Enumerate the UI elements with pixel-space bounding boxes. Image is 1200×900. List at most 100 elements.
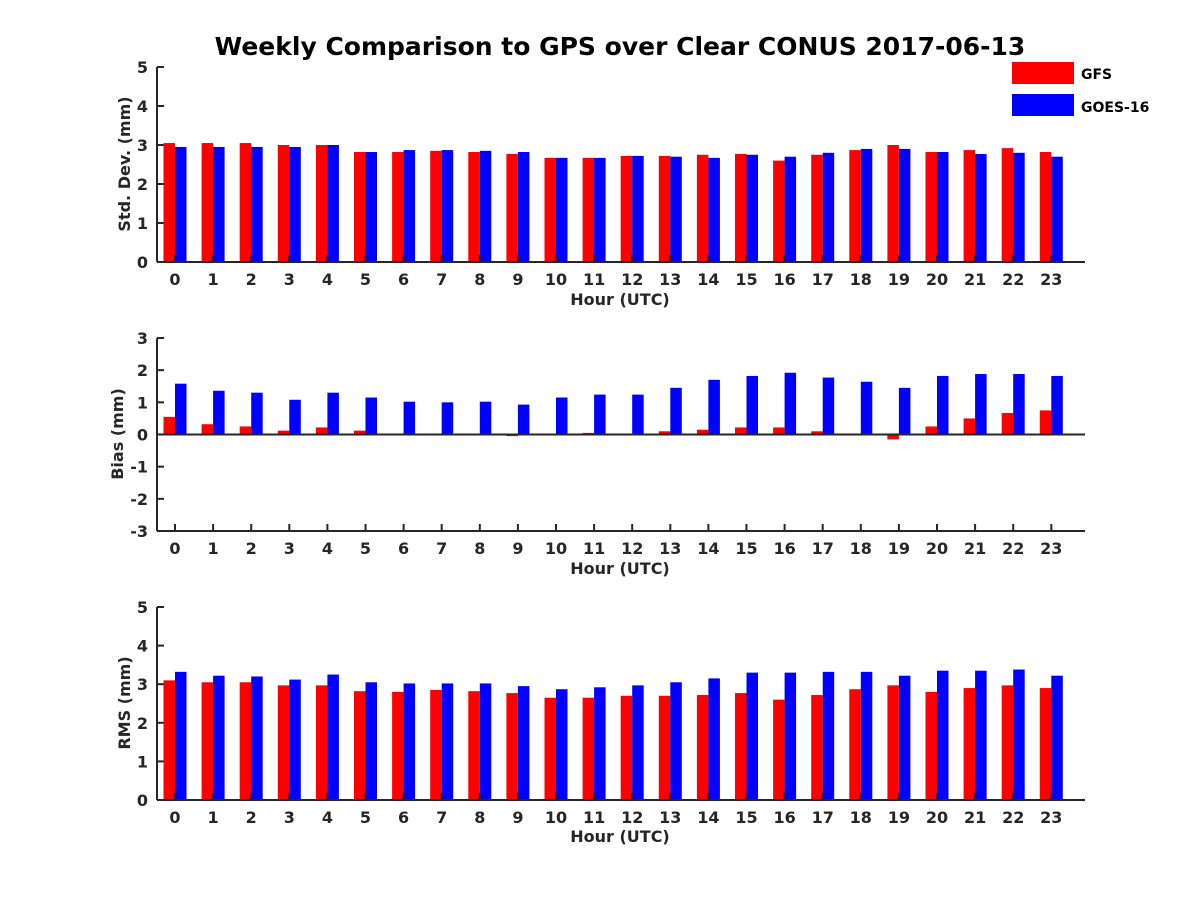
bar-goes16-rms-hour-18 xyxy=(860,671,873,800)
x-tick-label-rms: 22 xyxy=(1002,808,1024,827)
bar-gfs-bias-hour-2 xyxy=(239,426,252,435)
bar-gfs-rms-hour-16 xyxy=(773,699,785,800)
bar-goes16-bias-hour-22 xyxy=(1013,374,1025,435)
x-tick-label-bias: 0 xyxy=(169,539,180,558)
bar-goes16-bias-hour-4 xyxy=(327,392,339,435)
bar-goes16-std-dev-hour-20 xyxy=(937,152,949,262)
x-tick-label-rms: 10 xyxy=(545,808,567,827)
x-tick-label-bias: 12 xyxy=(621,539,643,558)
x-tick-label-std-dev: 9 xyxy=(512,270,523,289)
bar-goes16-bias-hour-16 xyxy=(784,372,797,435)
y-tick-label-std-dev: 4 xyxy=(137,97,148,116)
x-tick-label-rms: 6 xyxy=(398,808,409,827)
x-tick-label-bias: 10 xyxy=(545,539,567,558)
bar-goes16-bias-hour-21 xyxy=(975,374,987,435)
bar-goes16-rms-hour-10 xyxy=(556,689,568,800)
bar-goes16-bias-hour-1 xyxy=(213,390,225,435)
x-tick-label-std-dev: 23 xyxy=(1040,270,1062,289)
bar-goes16-std-dev-hour-22 xyxy=(1013,152,1025,262)
bar-goes16-rms-hour-2 xyxy=(251,676,263,800)
bar-goes16-std-dev-hour-16 xyxy=(784,156,797,262)
y-tick-label-rms: 1 xyxy=(137,752,148,771)
x-tick-label-rms: 8 xyxy=(474,808,485,827)
y-axis-label-rms: RMS (mm) xyxy=(115,656,134,749)
bar-goes16-rms-hour-0 xyxy=(175,671,187,800)
bar-goes16-bias-hour-15 xyxy=(746,375,758,435)
bar-goes16-bias-hour-10 xyxy=(556,397,568,435)
x-tick-label-std-dev: 1 xyxy=(208,270,219,289)
bar-gfs-bias-hour-4 xyxy=(315,427,328,435)
x-tick-label-std-dev: 13 xyxy=(659,270,681,289)
x-tick-label-rms: 13 xyxy=(659,808,681,827)
bar-goes16-rms-hour-23 xyxy=(1051,675,1063,800)
x-tick-label-std-dev: 15 xyxy=(735,270,757,289)
bar-gfs-std-dev-hour-3 xyxy=(277,145,290,262)
bar-goes16-rms-hour-3 xyxy=(289,679,301,800)
x-tick-label-rms: 18 xyxy=(850,808,872,827)
bar-gfs-rms-hour-0 xyxy=(163,680,175,800)
bar-goes16-bias-hour-18 xyxy=(860,381,873,435)
bar-gfs-bias-hour-20 xyxy=(925,426,937,435)
x-tick-label-bias: 21 xyxy=(964,539,986,558)
y-axis-label-std-dev: Std. Dev. (mm) xyxy=(115,96,134,231)
bar-gfs-rms-hour-19 xyxy=(887,685,899,800)
bar-gfs-std-dev-hour-2 xyxy=(239,143,252,262)
bar-gfs-rms-hour-13 xyxy=(658,695,671,800)
bar-goes16-bias-hour-9 xyxy=(517,404,530,435)
bar-gfs-std-dev-hour-16 xyxy=(773,160,785,262)
y-tick-label-std-dev: 5 xyxy=(137,58,148,77)
bar-gfs-bias-hour-23 xyxy=(1039,410,1052,435)
x-tick-label-rms: 20 xyxy=(926,808,948,827)
bar-gfs-rms-hour-15 xyxy=(735,693,747,800)
bar-goes16-std-dev-hour-23 xyxy=(1051,156,1063,262)
x-tick-label-rms: 9 xyxy=(512,808,523,827)
x-tick-label-bias: 20 xyxy=(926,539,948,558)
x-tick-label-rms: 5 xyxy=(360,808,371,827)
bar-gfs-bias-hour-3 xyxy=(277,430,290,435)
bar-goes16-std-dev-hour-12 xyxy=(632,155,644,262)
bar-gfs-rms-hour-14 xyxy=(696,695,709,800)
bar-goes16-rms-hour-20 xyxy=(937,670,949,800)
x-tick-label-rms: 19 xyxy=(888,808,910,827)
bar-goes16-bias-hour-17 xyxy=(822,377,835,435)
bar-goes16-rms-hour-11 xyxy=(594,687,606,800)
bar-gfs-bias-hour-14 xyxy=(696,429,709,435)
bar-goes16-bias-hour-0 xyxy=(175,383,187,435)
x-tick-label-std-dev: 18 xyxy=(850,270,872,289)
bar-goes16-bias-hour-3 xyxy=(289,399,301,435)
x-tick-label-std-dev: 3 xyxy=(284,270,295,289)
y-axis-label-bias: Bias (mm) xyxy=(108,388,127,480)
bar-goes16-std-dev-hour-1 xyxy=(213,146,225,262)
x-tick-label-bias: 15 xyxy=(735,539,757,558)
bar-goes16-std-dev-hour-7 xyxy=(441,150,454,262)
x-tick-label-std-dev: 21 xyxy=(964,270,986,289)
bar-gfs-rms-hour-8 xyxy=(468,691,480,800)
bar-goes16-rms-hour-13 xyxy=(670,682,682,800)
bar-goes16-bias-hour-14 xyxy=(708,379,720,435)
x-tick-label-std-dev: 16 xyxy=(773,270,795,289)
bar-gfs-bias-hour-22 xyxy=(1001,412,1014,435)
bar-gfs-std-dev-hour-23 xyxy=(1039,152,1052,262)
x-tick-label-bias: 5 xyxy=(360,539,371,558)
bar-goes16-std-dev-hour-0 xyxy=(175,146,187,262)
legend-swatch-goes16 xyxy=(1012,94,1074,116)
bar-goes16-std-dev-hour-2 xyxy=(251,146,263,262)
bar-goes16-std-dev-hour-4 xyxy=(327,145,339,262)
y-tick-label-rms: 4 xyxy=(137,637,148,656)
bar-goes16-bias-hour-19 xyxy=(898,387,911,435)
bar-goes16-std-dev-hour-8 xyxy=(479,150,492,262)
x-tick-label-std-dev: 17 xyxy=(812,270,834,289)
x-tick-label-std-dev: 11 xyxy=(583,270,605,289)
bar-gfs-rms-hour-2 xyxy=(239,682,252,800)
bar-gfs-std-dev-hour-7 xyxy=(430,150,442,262)
x-tick-label-std-dev: 22 xyxy=(1002,270,1024,289)
bar-gfs-bias-hour-5 xyxy=(354,430,366,435)
bar-goes16-std-dev-hour-9 xyxy=(517,152,530,262)
y-tick-label-std-dev: 2 xyxy=(137,175,148,194)
legend-swatch-gfs xyxy=(1012,62,1074,84)
bar-goes16-rms-hour-22 xyxy=(1013,669,1025,800)
bar-gfs-std-dev-hour-4 xyxy=(315,145,328,262)
x-tick-label-bias: 4 xyxy=(322,539,333,558)
